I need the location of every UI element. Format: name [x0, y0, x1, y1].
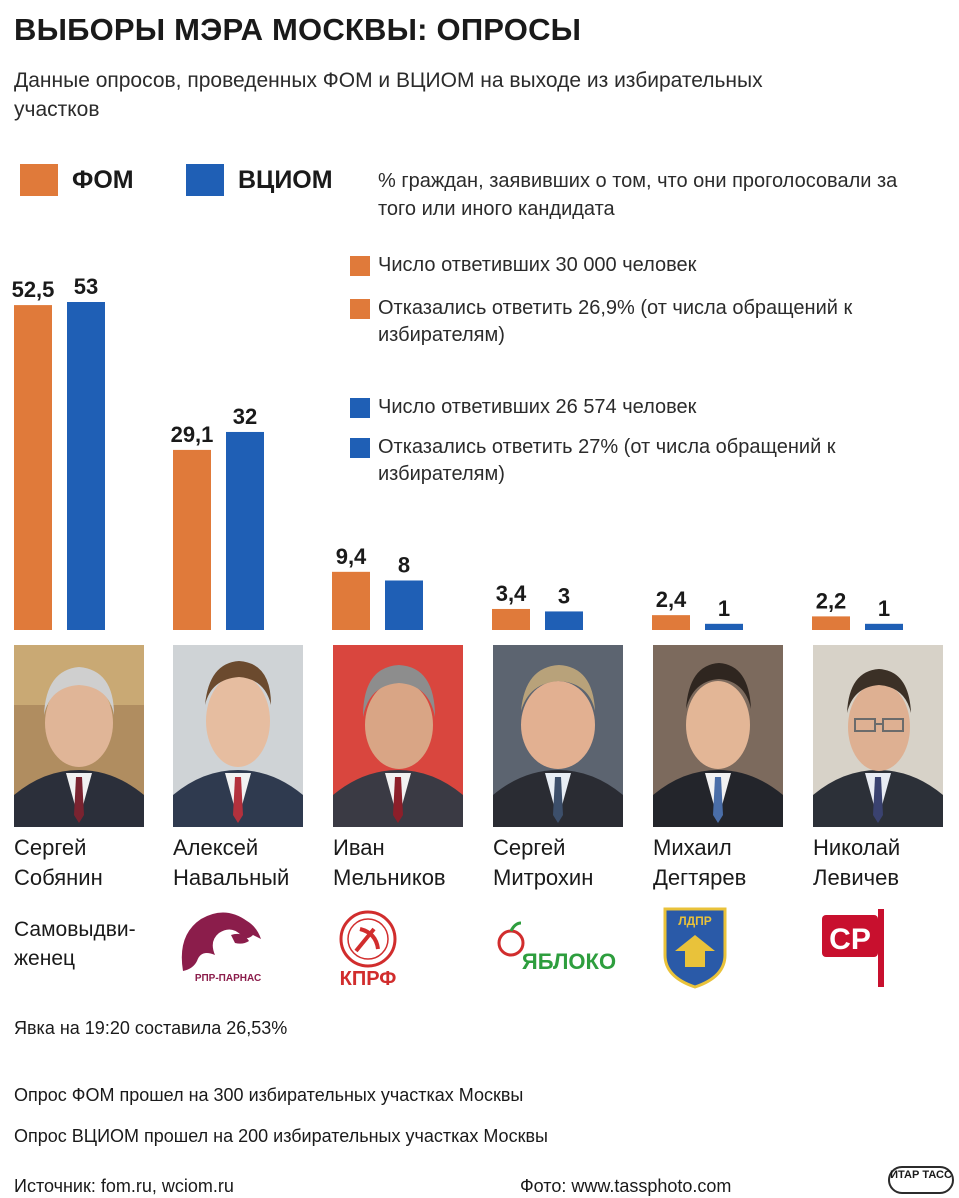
candidate-last-name: Навальный	[173, 865, 290, 890]
source-text: Источник: fom.ru, wciom.ru	[14, 1176, 234, 1196]
legend-vciom-swatch	[186, 164, 224, 196]
note-fom-refused: Отказались ответить 26,9% (от числа обра…	[350, 295, 950, 349]
bar-fom-4	[652, 615, 690, 630]
bar-vciom-3	[545, 611, 583, 630]
photo-navalny	[173, 645, 303, 827]
bar-label-vciom-0: 53	[74, 274, 98, 299]
note-fom-respondents: Число ответивших 30 000 человек	[350, 252, 770, 279]
bar-label-vciom-3: 3	[558, 583, 570, 608]
candidate-name-navalny: Алексей Навальный	[173, 833, 289, 893]
note-fom-refused-text: Отказались ответить 26,9% (от числа обра…	[378, 297, 853, 346]
candidate-first-name: Сергей	[493, 835, 566, 860]
note-fom-marker	[350, 256, 370, 276]
candidate-last-name: Дегтярев	[653, 865, 747, 890]
kprf-logo-text: КПРФ	[340, 968, 397, 990]
candidate-name-melnikov: Иван Мельников	[333, 833, 446, 893]
note-fom-marker	[350, 299, 370, 319]
candidate-last-name: Левичев	[813, 865, 900, 890]
bar-vciom-0	[67, 302, 105, 630]
legend-vciom: ВЦИОМ	[186, 160, 333, 200]
bar-fom-1	[173, 449, 211, 630]
candidate-last-name: Мельников	[333, 865, 446, 890]
candidate-first-name: Иван	[333, 835, 385, 860]
candidate-last-name: Собянин	[14, 865, 103, 890]
candidate-first-name: Михаил	[653, 835, 732, 860]
photo-credit-text: Фото: www.tassphoto.com	[520, 1176, 732, 1196]
candidate-name-mitrokhin: Сергей Митрохин	[493, 833, 593, 893]
candidate-name-levichev: Николай Левичев	[813, 833, 900, 893]
photo-melnikov	[333, 645, 463, 827]
turnout-text: Явка на 19:20 составила 26,53%	[14, 1018, 288, 1038]
candidate-first-name: Алексей	[173, 835, 259, 860]
bar-label-fom-2: 9,4	[336, 544, 367, 569]
fom-survey-text: Опрос ФОМ прошел на 300 избирательных уч…	[14, 1085, 524, 1105]
page-subtitle: Данные опросов, проведенных ФОМ и ВЦИОМ …	[14, 69, 763, 121]
candidate-first-name: Николай	[813, 835, 901, 860]
bar-label-fom-0: 52,5	[12, 277, 55, 302]
rpr-parnas-logo: РПР-ПАРНАС	[173, 905, 283, 990]
candidate-name-degtyarev: Михаил Дегтярев	[653, 833, 746, 893]
page-title: ВЫБОРЫ МЭРА МОСКВЫ: ОПРОСЫ	[14, 12, 582, 47]
note-vciom-marker	[350, 438, 370, 458]
bar-label-fom-3: 3,4	[496, 581, 527, 606]
bar-label-vciom-1: 32	[233, 404, 257, 429]
note-vciom-respondents: Число ответивших 26 574 человек	[350, 394, 810, 421]
candidate-name-sobyanin: Сергей Собянин	[14, 833, 103, 893]
note-vciom-respondents-text: Число ответивших 26 574 человек	[378, 396, 697, 418]
photo-degtyarev	[653, 645, 783, 827]
sr-logo-text: СР	[829, 923, 871, 956]
ldpr-logo: ЛДПР	[660, 905, 730, 990]
photo-levichev	[813, 645, 943, 827]
bar-vciom-5	[865, 623, 903, 630]
bar-label-fom-4: 2,4	[656, 587, 687, 612]
bar-vciom-1	[226, 431, 264, 630]
bar-label-vciom-2: 8	[398, 552, 410, 577]
bar-label-fom-5: 2,2	[816, 588, 847, 613]
sr-logo: СР	[818, 905, 888, 990]
photo-sobyanin	[14, 645, 144, 827]
bar-fom-0	[14, 305, 52, 630]
vciom-survey-text: Опрос ВЦИОМ прошел на 200 избирательных …	[14, 1126, 548, 1146]
note-vciom-refused-text: Отказались ответить 27% (от числа обраще…	[378, 436, 836, 485]
photo-mitrokhin	[493, 645, 623, 827]
note-fom-respondents-text: Число ответивших 30 000 человек	[378, 254, 697, 276]
itar-tass-logo: ИТАР ТАСС	[888, 1166, 954, 1194]
ldpr-logo-text: ЛДПР	[678, 914, 712, 928]
bar-label-fom-1: 29,1	[171, 422, 214, 447]
legend-fom: ФОМ	[20, 160, 134, 200]
bar-vciom-2	[385, 580, 423, 630]
bar-vciom-4	[705, 623, 743, 630]
legend-fom-label: ФОМ	[72, 165, 134, 194]
legend-fom-swatch	[20, 164, 58, 196]
bar-label-vciom-4: 1	[718, 596, 730, 621]
bar-label-vciom-5: 1	[878, 596, 890, 621]
yabloko-logo-text: ЯБЛОКО	[522, 949, 616, 974]
party-self-nominated: Самовыдви- женец	[14, 918, 136, 970]
yabloko-logo: ЯБЛОКО	[493, 905, 628, 990]
legend-vciom-label: ВЦИОМ	[238, 165, 333, 194]
note-vciom-marker	[350, 398, 370, 418]
bar-chart: 52,5 53 29,1 32 9,4 8 3,4 3 2,4 1 2,2 1	[12, 274, 903, 630]
kprf-logo: КПРФ	[330, 905, 410, 990]
candidate-first-name: Сергей	[14, 835, 87, 860]
bar-fom-2	[332, 571, 370, 630]
bar-fom-3	[492, 608, 530, 630]
chart-caption: % граждан, заявивших о том, что они прог…	[378, 170, 898, 220]
candidate-last-name: Митрохин	[493, 865, 594, 890]
bar-fom-5	[812, 616, 850, 630]
note-vciom-refused: Отказались ответить 27% (от числа обраще…	[350, 434, 930, 488]
rpr-parnas-logo-text: РПР-ПАРНАС	[195, 973, 261, 984]
